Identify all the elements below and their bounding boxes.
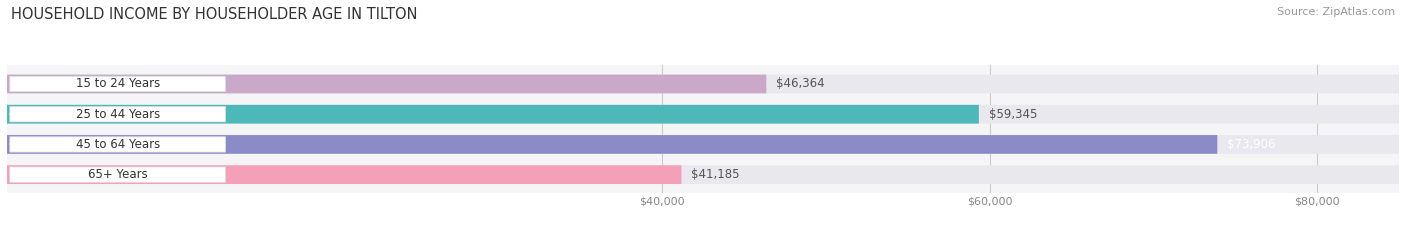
Text: HOUSEHOLD INCOME BY HOUSEHOLDER AGE IN TILTON: HOUSEHOLD INCOME BY HOUSEHOLDER AGE IN T… xyxy=(11,7,418,22)
FancyBboxPatch shape xyxy=(7,105,979,123)
Text: 65+ Years: 65+ Years xyxy=(87,168,148,181)
Text: $41,185: $41,185 xyxy=(692,168,740,181)
FancyBboxPatch shape xyxy=(7,75,1399,93)
Text: 15 to 24 Years: 15 to 24 Years xyxy=(76,78,160,90)
FancyBboxPatch shape xyxy=(10,106,225,122)
Text: $59,345: $59,345 xyxy=(988,108,1038,121)
Text: Source: ZipAtlas.com: Source: ZipAtlas.com xyxy=(1277,7,1395,17)
FancyBboxPatch shape xyxy=(7,165,1399,184)
FancyBboxPatch shape xyxy=(7,165,682,184)
FancyBboxPatch shape xyxy=(10,76,225,92)
FancyBboxPatch shape xyxy=(10,167,225,182)
Text: 25 to 44 Years: 25 to 44 Years xyxy=(76,108,160,121)
FancyBboxPatch shape xyxy=(7,135,1218,154)
FancyBboxPatch shape xyxy=(7,135,1399,154)
Text: $46,364: $46,364 xyxy=(776,78,825,90)
FancyBboxPatch shape xyxy=(7,105,1399,123)
FancyBboxPatch shape xyxy=(7,75,766,93)
FancyBboxPatch shape xyxy=(10,137,225,152)
Text: $73,906: $73,906 xyxy=(1227,138,1275,151)
Text: 45 to 64 Years: 45 to 64 Years xyxy=(76,138,160,151)
